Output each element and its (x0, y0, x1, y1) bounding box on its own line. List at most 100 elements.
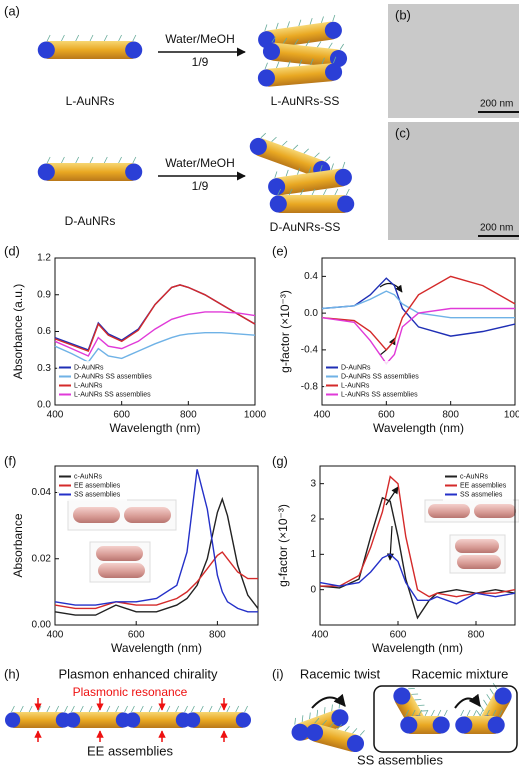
y-axis-label: Absorbance (11, 513, 25, 577)
tip (5, 712, 21, 728)
tip (393, 687, 411, 705)
ligand (11, 705, 15, 713)
ligand (342, 161, 346, 169)
legend-label: D-AuNRs (341, 364, 371, 371)
ligand (75, 156, 80, 164)
ligand (332, 56, 337, 64)
ligand (308, 166, 312, 174)
x-tick-label: 400 (47, 410, 64, 421)
ligand (124, 705, 128, 713)
x-axis-label: Wavelength (nm) (111, 641, 202, 655)
ligand (339, 43, 344, 50)
nanorod (269, 188, 355, 213)
ligand (274, 171, 278, 178)
condition: Water/MeOH (165, 156, 235, 170)
gold-body (7, 712, 69, 728)
gold-body (187, 712, 249, 728)
ligand (166, 705, 171, 713)
legend-label: SS assemblies (74, 491, 121, 498)
ligand (275, 22, 279, 30)
tip (37, 41, 55, 59)
tip (324, 21, 342, 39)
ligand (271, 36, 276, 43)
tip (346, 734, 365, 753)
x-tick-label: 400 (314, 410, 331, 421)
ligand (329, 721, 335, 728)
rod (428, 504, 470, 518)
y-tick-label: 0.3 (37, 363, 51, 374)
ligand (323, 707, 326, 714)
ligand (61, 156, 65, 164)
sample-label: D-AuNRs-SS (270, 220, 341, 234)
ligand (316, 709, 319, 717)
legend-label: L-AuNRs (341, 382, 370, 389)
ligand (466, 709, 471, 717)
ligand (303, 148, 309, 154)
caption: EE assemblies (87, 743, 173, 758)
x-tick-label: 800 (209, 630, 226, 641)
x-axis-label: Wavelength (nm) (372, 641, 463, 655)
legend-label: EE assemblies (74, 482, 121, 489)
ligand (331, 704, 333, 712)
ligand (414, 699, 422, 701)
x-axis-label: Wavelength (nm) (373, 421, 464, 435)
ligand (64, 705, 68, 713)
rod (457, 555, 501, 569)
ligand (321, 719, 327, 726)
panel-label: (b) (395, 7, 411, 22)
nanorod (268, 161, 352, 196)
series-line (54, 311, 256, 357)
series-line (321, 307, 515, 365)
legend-label: D-AuNRs (74, 364, 104, 371)
ligand (61, 34, 65, 42)
ligand (157, 705, 162, 713)
ligand (321, 57, 325, 65)
ligand (285, 169, 289, 177)
gold-body (40, 41, 140, 59)
gold-body (67, 712, 129, 728)
y-tick-label: 0.00 (32, 620, 52, 631)
panel-label: (i) (272, 666, 284, 681)
y-axis-label: Absorbance (a.u.) (11, 284, 25, 379)
ligand (75, 34, 80, 42)
tip (249, 137, 267, 156)
x-tick-label: 600 (378, 410, 395, 421)
y-tick-label: 0.02 (32, 553, 52, 564)
ligand (309, 18, 313, 25)
ligand (264, 62, 268, 70)
ligand (46, 156, 51, 164)
y-tick-label: -0.4 (301, 345, 319, 356)
scale-label: 200 nm (480, 99, 513, 110)
x-tick-label: 600 (390, 630, 407, 641)
ligand (277, 188, 282, 196)
tip (400, 716, 418, 734)
x-tick-label: 800 (468, 630, 485, 641)
nanorod (37, 156, 143, 181)
panel-label: (c) (395, 125, 410, 140)
arrow (454, 693, 481, 709)
sample-label: L-AuNRs (66, 94, 115, 108)
legend-label: L-AuNRs (74, 382, 103, 389)
ligand (184, 705, 188, 713)
series-line (321, 290, 515, 319)
rod (455, 539, 499, 553)
ligand (319, 165, 323, 172)
legend-label: c-AuNRs (74, 473, 103, 480)
series-line (54, 284, 256, 351)
ligand (411, 693, 419, 695)
legend-label: c-AuNRs (460, 473, 489, 480)
ligand (28, 705, 33, 713)
ligand (118, 156, 122, 164)
tip (331, 709, 349, 727)
ligand (352, 728, 358, 734)
panel-label: (g) (272, 453, 288, 468)
gold-body (270, 168, 350, 196)
ligand (199, 705, 204, 713)
tip (125, 712, 141, 728)
ligand (408, 687, 415, 690)
nanorod (305, 717, 365, 753)
series-line (54, 284, 256, 352)
y-tick-label: -0.8 (301, 381, 319, 392)
gold-body (127, 712, 189, 728)
